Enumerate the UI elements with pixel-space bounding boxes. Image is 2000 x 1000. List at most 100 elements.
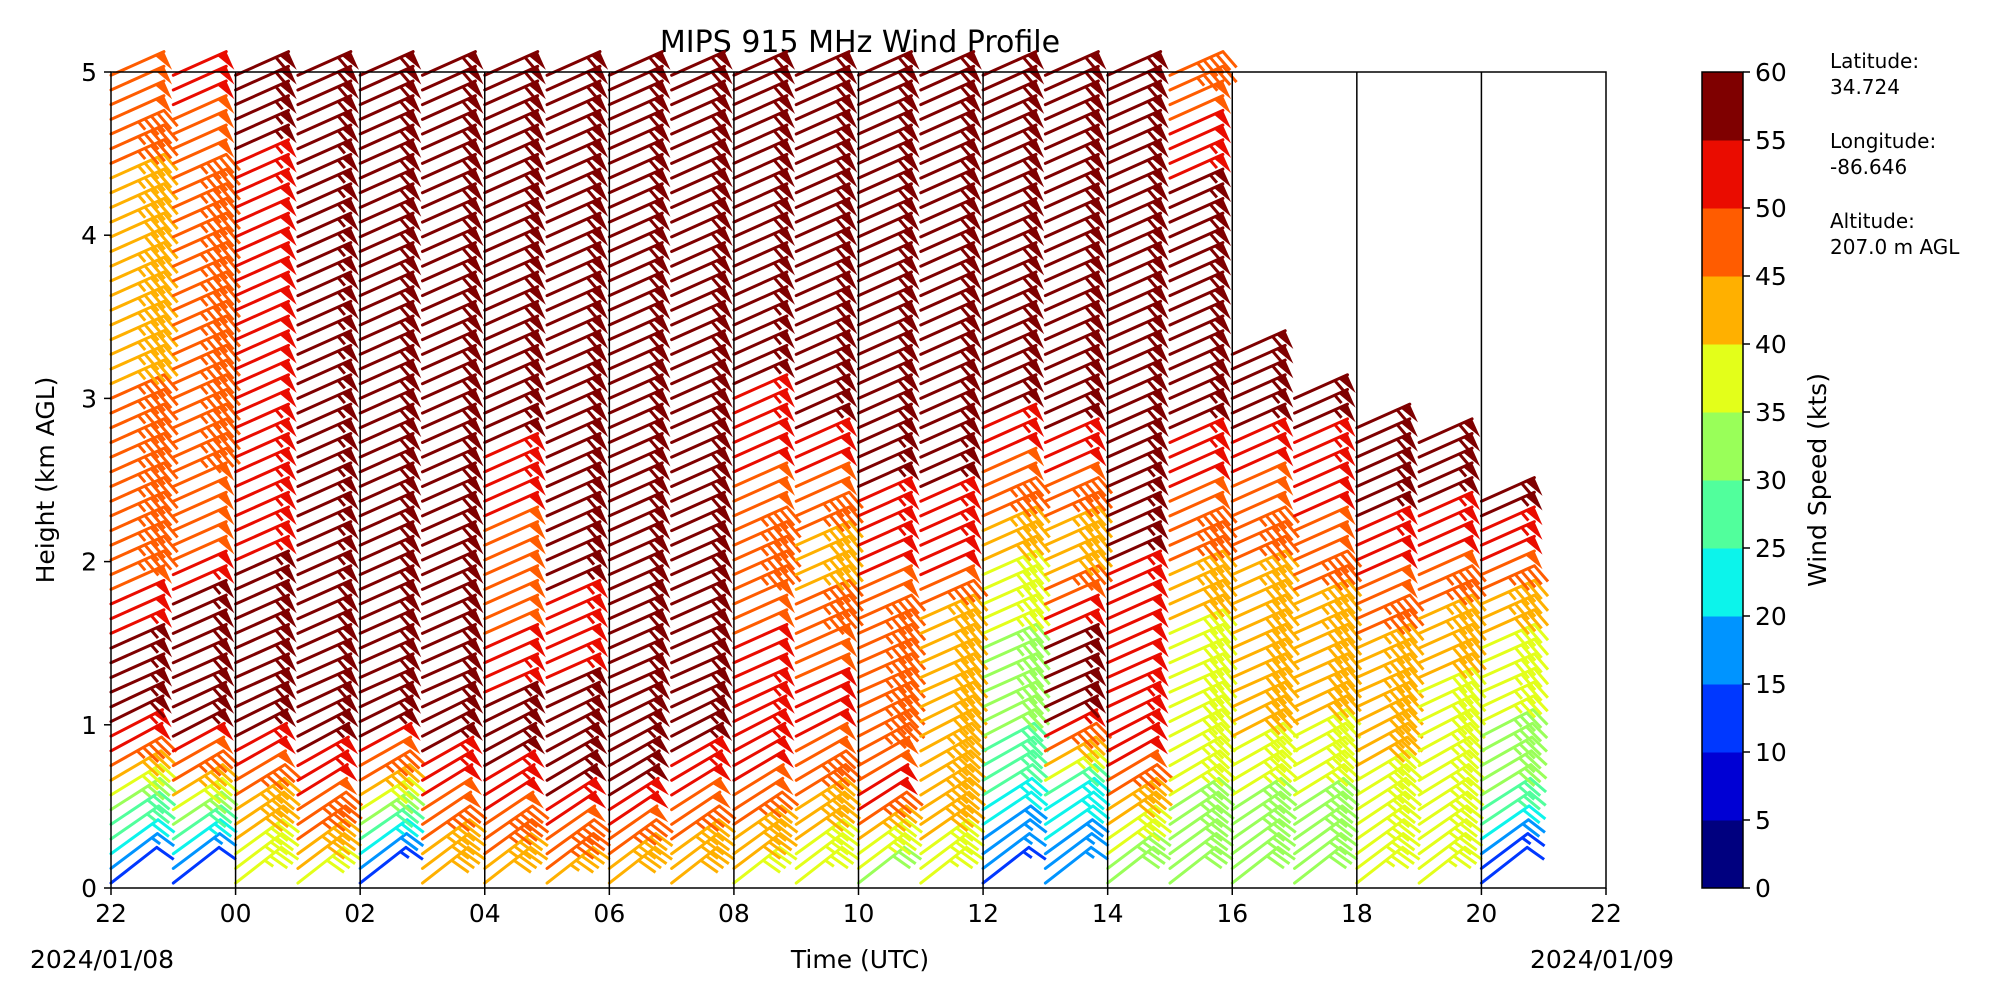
wind-barb — [607, 804, 669, 841]
wind-barb — [732, 667, 796, 694]
wind-barb — [234, 94, 297, 121]
x-tick-label: 14 — [1092, 899, 1124, 928]
colorbar-tick-label: 45 — [1755, 262, 1787, 291]
wind-barb — [109, 694, 172, 724]
wind-barb — [1293, 402, 1356, 430]
wind-barb — [919, 329, 982, 356]
wind-barb — [483, 564, 546, 591]
wind-barb — [545, 64, 609, 92]
wind-barb — [234, 387, 297, 415]
wind-barb — [732, 123, 796, 151]
wind-barb — [670, 804, 737, 841]
wind-barb — [483, 534, 546, 562]
wind-barb — [296, 735, 359, 768]
wind-barb — [358, 255, 422, 283]
wind-barb — [670, 138, 733, 165]
wind-barb — [981, 694, 1051, 724]
wind-barb — [296, 667, 359, 694]
wind-barb — [296, 285, 359, 312]
wind-barb — [1168, 776, 1236, 812]
wind-barb — [420, 790, 482, 826]
wind-barb — [483, 432, 546, 459]
wind-barb — [1106, 152, 1169, 180]
wind-barb — [358, 446, 422, 474]
wind-barb — [420, 79, 484, 107]
wind-barb — [234, 432, 297, 459]
wind-barb — [670, 182, 733, 209]
wind-barb — [857, 64, 920, 92]
wind-barb — [794, 845, 860, 885]
wind-barb — [109, 343, 179, 371]
wind-barb — [607, 721, 670, 753]
wind-barb — [296, 152, 359, 180]
wind-barb — [981, 138, 1045, 165]
wind-barb — [857, 446, 920, 474]
wind-barb — [1479, 476, 1543, 503]
wind-barb — [732, 694, 795, 724]
chart-title: MIPS 915 MHz Wind Profile — [660, 25, 1060, 60]
wind-barb — [1106, 387, 1169, 415]
x-tick-label: 18 — [1341, 899, 1373, 928]
wind-barb — [420, 505, 484, 533]
wind-barb — [1479, 505, 1543, 533]
wind-barb — [358, 387, 422, 415]
wind-barb — [1355, 520, 1418, 547]
wind-barb — [358, 490, 422, 518]
wind-barb — [358, 578, 422, 606]
wind-barb — [1293, 832, 1359, 870]
wind-barb — [1106, 564, 1169, 591]
wind-barb — [732, 241, 796, 268]
wind-barb — [1417, 637, 1487, 665]
colorbar-tick-label: 5 — [1755, 806, 1771, 835]
wind-barb — [732, 167, 796, 195]
wind-barb — [171, 721, 234, 753]
wind-barb — [358, 549, 422, 577]
wind-barb — [234, 138, 297, 165]
wind-barb — [732, 373, 796, 400]
wind-barb — [545, 432, 609, 459]
wind-barb — [794, 182, 858, 209]
wind-barb — [171, 490, 235, 518]
wind-barb — [109, 373, 179, 401]
wind-barb — [234, 680, 297, 709]
wind-barb — [420, 64, 484, 92]
wind-barb — [420, 108, 484, 136]
y-tick-label: 2 — [81, 548, 97, 577]
wind-barb — [1168, 50, 1238, 77]
wind-barb — [358, 329, 422, 356]
wind-barb — [670, 196, 733, 224]
wind-barb — [358, 138, 422, 165]
wind-barb — [981, 749, 1050, 782]
wind-barb — [545, 196, 609, 224]
wind-barb — [919, 358, 982, 386]
wind-barb — [171, 138, 235, 165]
wind-barb — [732, 637, 796, 665]
wind-barb — [358, 123, 422, 151]
wind-barb — [1106, 652, 1169, 679]
wind-barb — [607, 299, 671, 327]
vertical-gridlines — [234, 72, 1483, 888]
wind-barb — [857, 680, 927, 709]
wind-barb — [670, 708, 733, 738]
wind-barb — [732, 652, 796, 679]
wind-barb — [732, 64, 796, 92]
wind-barb — [296, 708, 359, 738]
wind-barb — [607, 182, 671, 209]
wind-barb — [981, 667, 1051, 694]
wind-barb — [296, 694, 359, 724]
wind-barb — [607, 446, 671, 474]
wind-barb — [1043, 652, 1107, 679]
wind-barb — [358, 593, 422, 621]
wind-barb — [483, 402, 546, 430]
wind-barb — [109, 108, 179, 136]
wind-barb — [545, 749, 608, 782]
wind-barb — [1106, 167, 1169, 195]
wind-barb — [857, 152, 920, 180]
wind-barb — [732, 608, 796, 635]
wind-barb — [296, 749, 358, 782]
wind-barb — [732, 790, 800, 826]
wind-barb — [1417, 564, 1487, 592]
wind-barb — [1106, 241, 1169, 268]
wind-barb — [545, 182, 609, 209]
